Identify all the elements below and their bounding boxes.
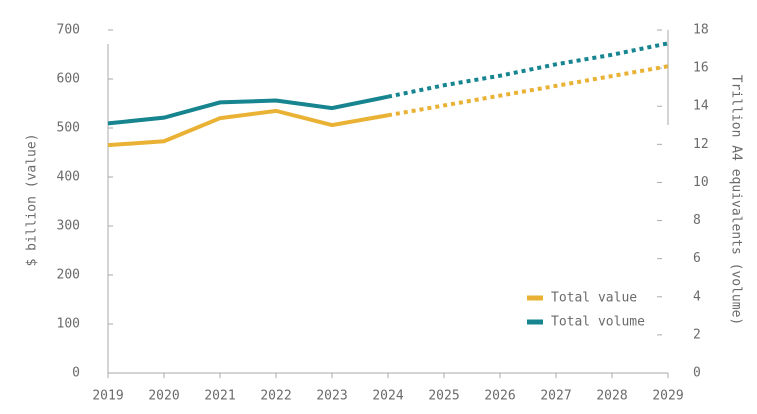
series-line [107, 108, 389, 148]
forecast-line [387, 64, 669, 118]
y2-tick-label: 18 [693, 23, 709, 38]
y2-tick-label: 16 [693, 61, 709, 76]
x-tick-label: 2020 [148, 389, 179, 404]
y-tick-label: 0 [72, 366, 80, 381]
y-tick-label: 200 [57, 268, 80, 283]
x-tick-label: 2021 [204, 389, 235, 404]
x-tick-label: 2022 [260, 389, 291, 404]
y2-tick-label: 4 [693, 289, 701, 304]
y2-tick-label: 8 [693, 213, 701, 228]
x-tick-label: 2029 [652, 389, 683, 404]
forecast-line [387, 41, 669, 99]
y-tick-label: 700 [57, 23, 80, 38]
x-tick-label: 2028 [596, 389, 627, 404]
x-tick-label: 2027 [540, 389, 571, 404]
x-tick-label: 2024 [372, 389, 403, 404]
legend-label: Total volume [551, 315, 645, 330]
y2-axis-title: Trillion A4 equivalents (volume) [729, 75, 744, 325]
x-tick-label: 2019 [92, 389, 123, 404]
y-tick-label: 600 [57, 72, 80, 87]
y2-tick-label: 0 [693, 366, 701, 381]
y2-tick-label: 2 [693, 327, 701, 342]
y-tick-label: 300 [57, 219, 80, 234]
y2-tick-label: 14 [693, 99, 709, 114]
x-tick-label: 2026 [484, 389, 515, 404]
y-tick-label: 500 [57, 121, 80, 136]
y-tick-label: 400 [57, 170, 80, 185]
y2-tick-label: 12 [693, 137, 709, 152]
y-axis-title: $ billion (value) [25, 133, 40, 266]
y2-tick-label: 10 [693, 175, 709, 190]
x-tick-label: 2025 [428, 389, 459, 404]
x-tick-label: 2023 [316, 389, 347, 404]
y-tick-label: 100 [57, 317, 80, 332]
legend-label: Total value [551, 291, 637, 306]
y2-tick-label: 6 [693, 251, 701, 266]
series-line [107, 94, 389, 126]
